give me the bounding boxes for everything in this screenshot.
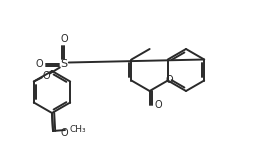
Text: O: O [60,33,68,44]
Text: O: O [61,128,69,138]
Text: O: O [42,71,50,80]
Text: S: S [60,59,67,68]
Text: CH₃: CH₃ [69,125,86,135]
Text: O: O [155,100,162,110]
Text: O: O [35,59,43,68]
Text: O: O [165,75,173,84]
